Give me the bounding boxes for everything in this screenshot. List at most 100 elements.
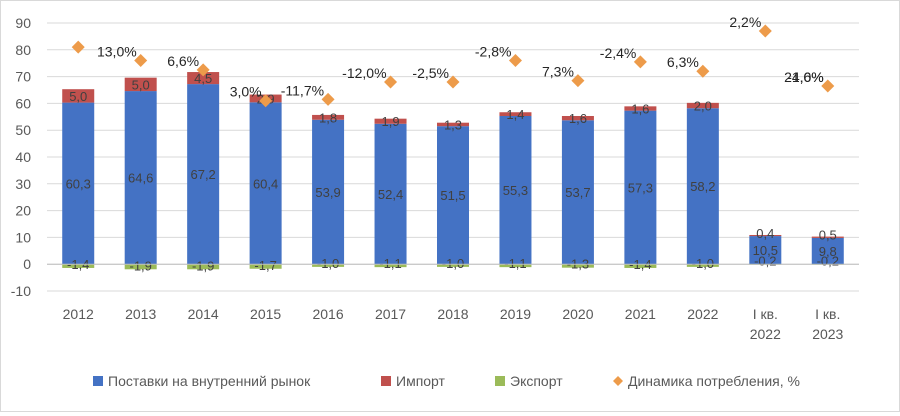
bar-import <box>312 114 345 120</box>
bar-export <box>686 264 719 267</box>
bar-domestic <box>811 237 844 265</box>
data-label-export: -0,2 <box>817 254 839 269</box>
y-tick-label: 70 <box>15 69 31 85</box>
consumption-label: -4,6% <box>787 69 824 85</box>
data-label-import: 4,5 <box>194 71 212 86</box>
consumption-marker <box>446 75 460 89</box>
bar-import <box>499 112 532 116</box>
data-label-export: -0,2 <box>754 254 776 269</box>
x-category-label: 2012 <box>63 306 94 322</box>
x-category-label: 2013 <box>125 306 156 322</box>
bar-domestic <box>187 84 220 265</box>
data-label-domestic: 52,4 <box>378 187 403 202</box>
consumption-label: -2,8% <box>475 44 512 60</box>
bar-import <box>187 72 220 85</box>
data-label-export: -1,0 <box>692 256 714 271</box>
data-label-domestic: 64,6 <box>128 171 153 186</box>
bar-export <box>437 264 469 267</box>
y-tick-label: 30 <box>15 176 31 192</box>
bar-import <box>624 106 657 111</box>
consumption-marker <box>196 63 210 77</box>
data-label-export: -1,7 <box>254 258 276 273</box>
data-label-export: -1,9 <box>192 258 214 273</box>
data-label-import: 1,4 <box>506 107 524 122</box>
data-label-domestic: 51,5 <box>440 188 465 203</box>
y-tick-label: -10 <box>11 283 31 299</box>
consumption-label: 13,0% <box>97 44 137 60</box>
consumption-marker <box>758 24 772 38</box>
data-label-domestic: 53,9 <box>315 185 340 200</box>
consumption-label: 6,6% <box>167 53 199 69</box>
consumption-marker <box>821 79 835 93</box>
x-category-label: 2020 <box>562 306 593 322</box>
data-label-export: -1,1 <box>504 256 526 271</box>
data-label-export: -1,9 <box>129 258 151 273</box>
bar-import <box>749 234 782 237</box>
consumption-label: 2,2% <box>729 14 761 30</box>
bar-layer <box>62 72 844 270</box>
bar-import <box>62 89 95 103</box>
bar-domestic <box>249 102 282 265</box>
bar-export <box>624 264 657 268</box>
bar-export <box>499 264 532 268</box>
y-tick-label: 60 <box>15 95 31 111</box>
x-category-label: 2018 <box>437 306 468 322</box>
data-label-domestic: 58,2 <box>690 179 715 194</box>
consumption-marker <box>384 75 398 89</box>
data-label-import: 0,5 <box>819 228 837 243</box>
legend-swatch <box>613 376 623 386</box>
bar-domestic <box>624 110 657 265</box>
bar-import <box>437 122 469 127</box>
data-label-domestic: 60,4 <box>253 176 278 191</box>
consumption-label: -11,7% <box>281 82 324 98</box>
data-label-import: 5,0 <box>132 77 150 92</box>
legend-layer: Поставки на внутренний рынок Импорт Экспор… <box>93 373 800 389</box>
bar-export <box>187 264 220 270</box>
consumption-marker <box>321 92 335 106</box>
legend-label: Экспорт <box>510 373 563 389</box>
label-layer: 60,35,0-1,464,65,0-1,967,24,5-1,960,42,9… <box>66 71 839 273</box>
bar-domestic <box>749 236 782 265</box>
bar-import <box>561 115 594 121</box>
bar-import <box>124 77 157 92</box>
consumption-label: 6,3% <box>667 54 699 70</box>
data-label-export: -1,1 <box>379 256 401 271</box>
bar-export <box>312 264 345 267</box>
marker-layer: 13,0% 6,6% 3,0% -11,7% -12,0% -2,5% -2,8% 7,3% -… <box>71 14 835 108</box>
data-label-import: 5,0 <box>69 89 87 104</box>
bar-domestic <box>499 115 532 265</box>
bar-export <box>561 264 594 268</box>
consumption-marker <box>71 40 85 54</box>
bar-export <box>374 264 407 268</box>
data-label-import: 1,9 <box>381 114 399 129</box>
x-category-label: 2022 <box>687 306 718 322</box>
bar-domestic <box>437 126 469 265</box>
legend-label: Поставки на внутренний рынок <box>108 373 311 389</box>
bar-domestic <box>124 91 157 265</box>
bar-import <box>811 236 844 238</box>
data-label-domestic: 55,3 <box>503 183 528 198</box>
x-category-label: 2023 <box>812 326 843 342</box>
legend-swatch <box>93 376 103 386</box>
consumption-marker <box>134 54 148 68</box>
bar-domestic <box>374 123 407 265</box>
data-label-domestic: 9,8 <box>819 244 837 259</box>
y-tick-label: 80 <box>15 42 31 58</box>
x-category-label: 2015 <box>250 306 281 322</box>
y-tick-label: 40 <box>15 149 31 165</box>
x-category-label: 2016 <box>312 306 343 322</box>
x-category-label: 2014 <box>188 306 219 322</box>
consumption-marker <box>259 94 273 108</box>
data-label-import: 1,6 <box>569 111 587 126</box>
data-label-domestic: 60,3 <box>66 176 91 191</box>
bar-domestic <box>561 120 594 265</box>
bar-import <box>374 118 407 124</box>
consumption-label: 7,3% <box>542 64 574 80</box>
consumption-label: -2,5% <box>412 65 449 81</box>
data-label-domestic: 67,2 <box>190 167 215 182</box>
y-tick-label: 90 <box>15 15 31 31</box>
y-tick-label: 10 <box>15 229 31 245</box>
bar-export <box>249 264 282 269</box>
